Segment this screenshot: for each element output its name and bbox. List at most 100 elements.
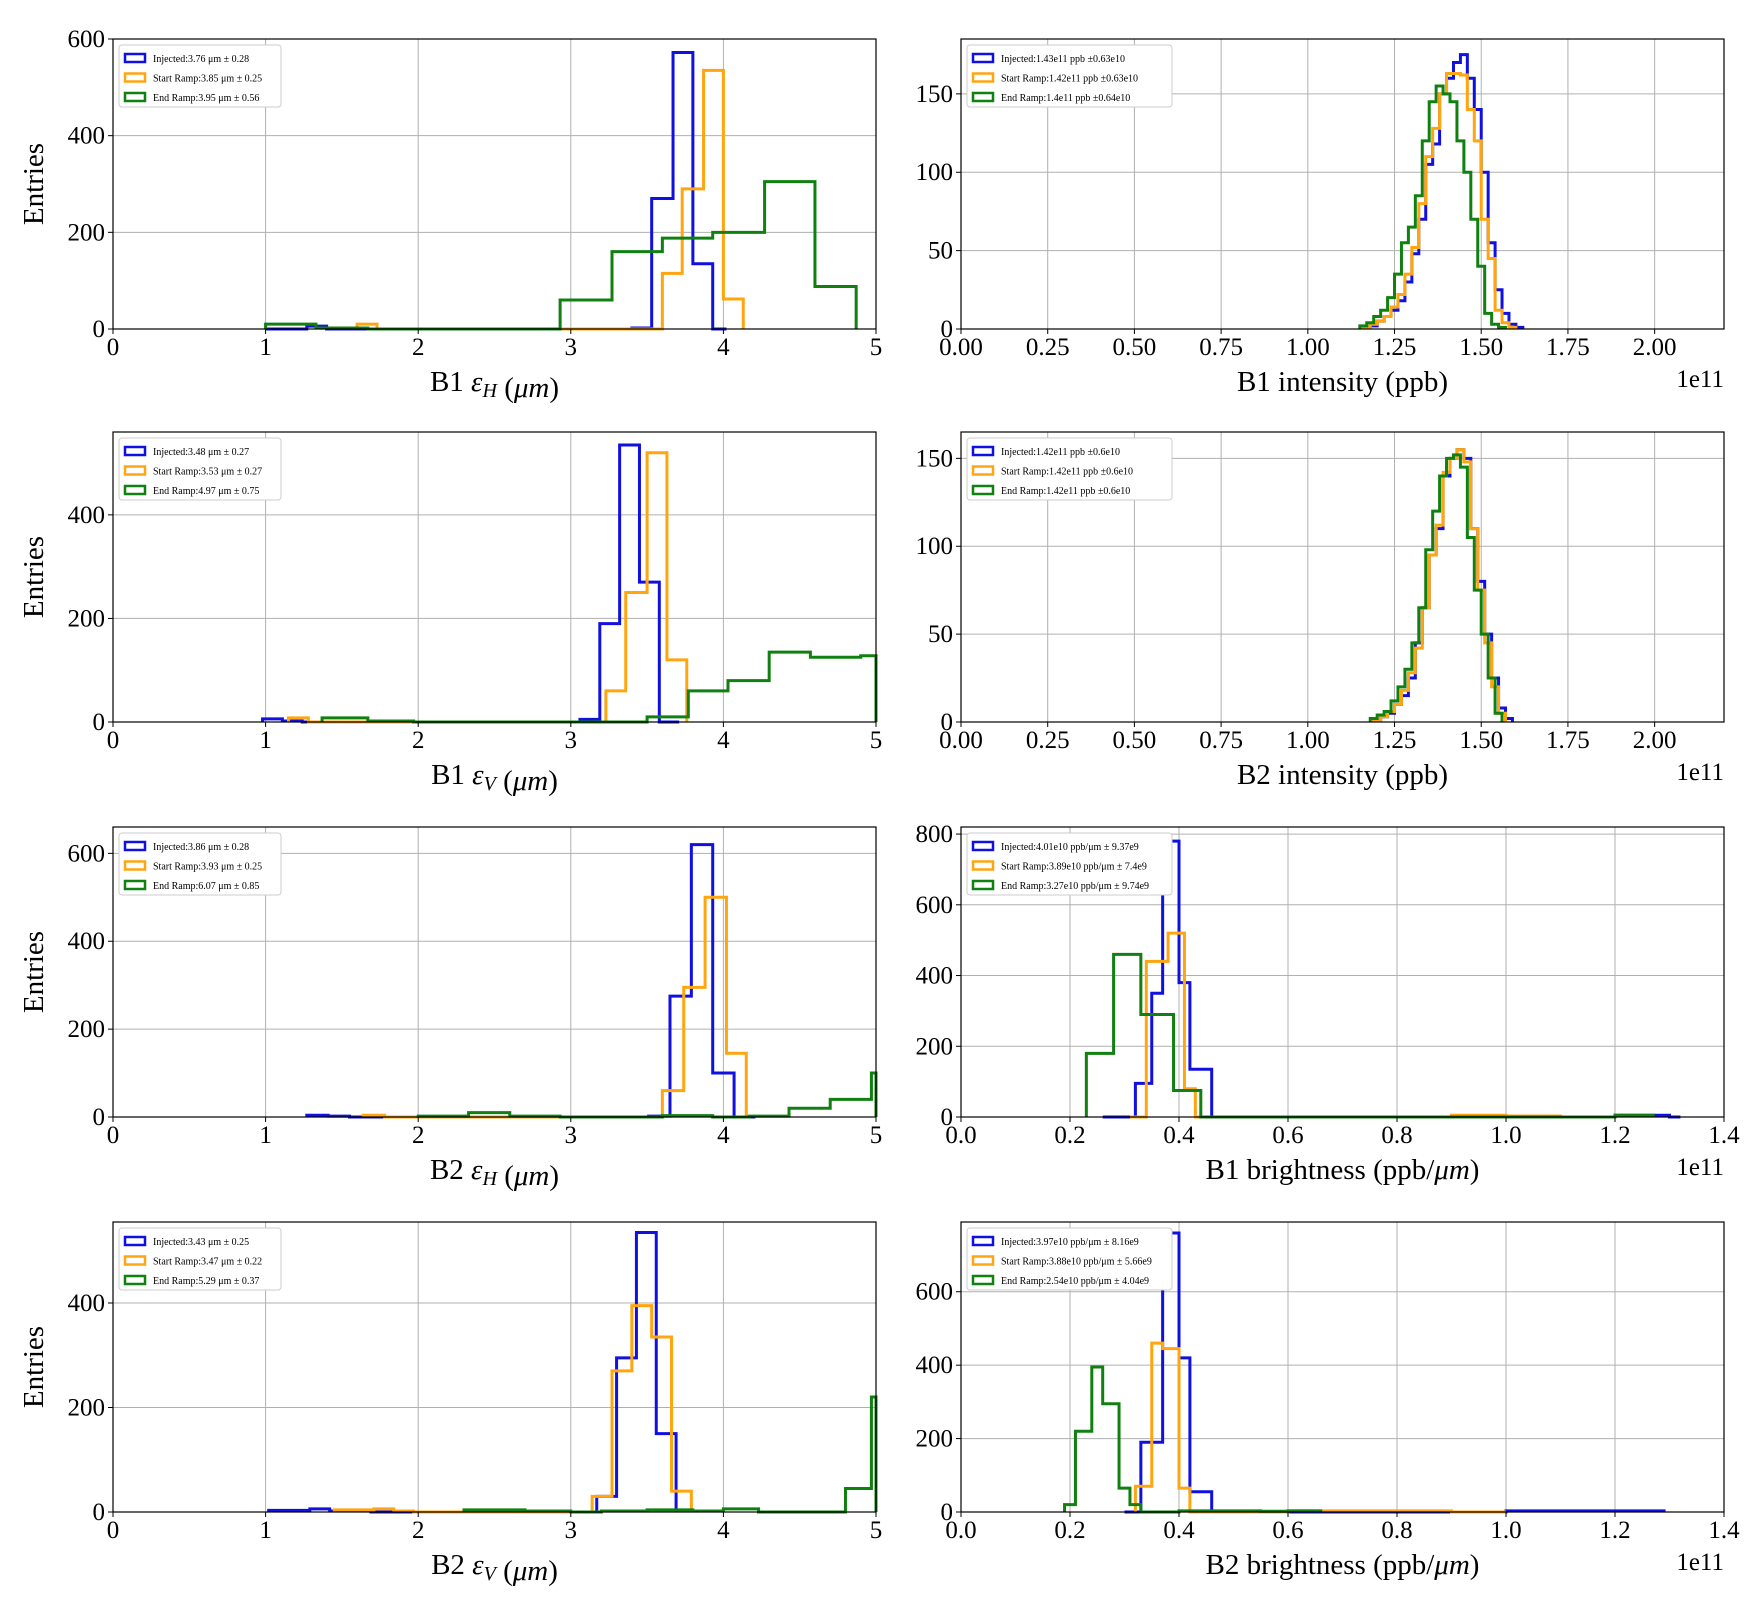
legend-swatch [971, 72, 995, 83]
legend-swatch [123, 465, 147, 476]
plot-frame [112, 1221, 877, 1513]
legend-swatch [123, 1274, 147, 1286]
y-tick-label: 100 [916, 533, 954, 560]
histogram-panel: 0 1 2 3 4 5 0 200 400 600 B2 εH (μm) Entries Injecte… [18, 826, 883, 1192]
y-tick-label: 200 [68, 219, 106, 246]
legend-entry-label: End Ramp:1.4e11 ppb ±0.64e10 [1001, 93, 1130, 104]
y-tick-label: 400 [68, 502, 106, 529]
y-tick-label: 600 [68, 840, 106, 867]
x-tick-label: 0.25 [1026, 727, 1070, 754]
x-tick-label: 4 [717, 1122, 730, 1149]
legend-entry-label: Start Ramp:3.53 μm ± 0.27 [153, 467, 262, 478]
y-tick-label: 0 [941, 1104, 954, 1131]
legend-entry-label: End Ramp:1.42e11 ppb ±0.6e10 [1001, 486, 1130, 497]
y-tick-label: 200 [68, 605, 106, 632]
histogram-panel: 0 1 2 3 4 5 0 200 400 B2 εV (μm) Entries Injected:3… [18, 1221, 882, 1587]
legend-box [118, 437, 282, 501]
histogram-series-line [1372, 448, 1507, 722]
y-tick-label: 0 [941, 709, 954, 736]
legend-entry-label: Injected:1.43e11 ppb ±0.63e10 [1001, 54, 1125, 65]
legend-box [966, 1227, 1173, 1291]
histogram-series-line [416, 1071, 878, 1119]
legend-swatch [971, 484, 995, 496]
legend-swatch [971, 52, 995, 64]
x-tick-label: 0.2 [1054, 1122, 1085, 1149]
y-tick-label: 0 [941, 316, 954, 343]
x-tick-label: 1.75 [1546, 727, 1590, 754]
histogram-panel: 0 1 2 3 4 5 0 200 400 B1 εV (μm) Entries Injected:3… [18, 431, 883, 797]
histogram-panel: 0.00 0.25 0.50 0.75 1.00 1.25 1.50 1.75 2.00 0 50 1… [916, 38, 1725, 398]
x-tick-label: 5 [870, 727, 883, 754]
legend-entry-label: Start Ramp:3.93 μm ± 0.25 [153, 862, 262, 873]
axis-offset-text: 1e11 [1676, 366, 1724, 393]
histogram-panel: 0.0 0.2 0.4 0.6 0.8 1.0 1.2 1.4 0 200 400 600 B2 bri… [916, 1221, 1740, 1581]
y-tick-label: 400 [916, 1352, 954, 1379]
legend-box [118, 1227, 282, 1291]
histogram-panel: 0 1 2 3 4 5 0 200 400 600 B1 εH (μm) Entries Injecte… [18, 26, 882, 404]
legend: Injected:3.76 μm ± 0.28 Start Ramp:3.85 μ… [118, 44, 282, 108]
x-tick-label: 1.4 [1708, 1517, 1740, 1544]
histogram-series-line [1361, 71, 1518, 329]
y-tick-label: 0 [93, 709, 106, 736]
x-tick-label: 5 [870, 1122, 883, 1149]
x-tick-label: 0.00 [939, 334, 983, 361]
x-axis-label: B2 εV (μm) [431, 1549, 558, 1587]
legend: Injected:3.48 μm ± 0.27 Start Ramp:3.53 μ… [118, 437, 282, 501]
x-tick-label: 2.00 [1633, 334, 1677, 361]
y-tick-label: 100 [916, 159, 954, 186]
x-tick-label: 0 [107, 727, 120, 754]
y-tick-label: 50 [928, 238, 953, 265]
x-tick-label: 1.2 [1599, 1122, 1630, 1149]
x-axis-label: B2 intensity (ppb) [1237, 759, 1448, 791]
y-tick-label: 150 [916, 445, 954, 472]
legend-swatch [123, 445, 147, 457]
x-tick-label: 3 [565, 727, 578, 754]
axis-offset-text: 1e11 [1676, 1549, 1724, 1576]
x-tick-label: 1.2 [1599, 1517, 1630, 1544]
x-tick-label: 4 [717, 727, 730, 754]
legend-swatch [123, 879, 147, 891]
y-tick-label: 0 [93, 1499, 106, 1526]
y-tick-label: 0 [93, 316, 106, 343]
x-tick-label: 0.6 [1272, 1517, 1303, 1544]
legend: Injected:3.43 μm ± 0.25 Start Ramp:3.47 μ… [118, 1227, 282, 1291]
legend-entry-label: End Ramp:3.27e10 ppb/μm ± 9.74e9 [1001, 881, 1149, 892]
legend-entry-label: Start Ramp:3.85 μm ± 0.25 [153, 74, 262, 85]
legend-box [118, 832, 282, 896]
x-tick-label: 0.8 [1381, 1517, 1412, 1544]
x-tick-label: 3 [565, 1517, 578, 1544]
x-tick-label: 0.50 [1113, 727, 1157, 754]
x-tick-label: 1 [259, 334, 272, 361]
x-tick-label: 0.75 [1199, 334, 1243, 361]
legend-swatch [971, 879, 995, 891]
y-axis-label: Entries [18, 536, 50, 618]
x-tick-label: 0.4 [1163, 1122, 1195, 1149]
x-tick-label: 0.75 [1199, 727, 1243, 754]
x-tick-label: 2.00 [1633, 727, 1677, 754]
legend-entry-label: Injected:4.01e10 ppb/μm ± 9.37e9 [1001, 842, 1139, 853]
y-axis-label: Entries [18, 143, 50, 225]
legend-entry-label: Injected:1.42e11 ppb ±0.6e10 [1001, 447, 1120, 458]
histogram-series-line [1358, 84, 1507, 329]
legend-swatch [123, 72, 147, 83]
x-axis-label: B2 εH (μm) [430, 1154, 559, 1192]
legend-swatch [123, 860, 147, 871]
histogram-panel: 0.00 0.25 0.50 0.75 1.00 1.25 1.50 1.75 2.00 0 50 1… [916, 431, 1725, 791]
legend-swatch [123, 91, 147, 103]
x-tick-label: 1.00 [1286, 727, 1330, 754]
x-tick-label: 1.0 [1490, 1517, 1521, 1544]
x-axis-label: B1 εH (μm) [430, 366, 559, 404]
x-axis-label: B2 brightness (ppb/μm) [1206, 1549, 1480, 1581]
legend-swatch [123, 1255, 147, 1266]
x-tick-label: 0.6 [1272, 1122, 1303, 1149]
plot-frame [960, 826, 1725, 1118]
legend-entry-label: Injected:3.86 μm ± 0.28 [153, 842, 249, 853]
y-tick-label: 800 [916, 821, 954, 848]
x-tick-label: 0 [107, 1122, 120, 1149]
plot-frame [112, 826, 877, 1118]
plot-frame [960, 431, 1725, 723]
y-tick-label: 200 [68, 1016, 106, 1043]
y-tick-label: 200 [916, 1033, 954, 1060]
legend-box [966, 44, 1173, 108]
